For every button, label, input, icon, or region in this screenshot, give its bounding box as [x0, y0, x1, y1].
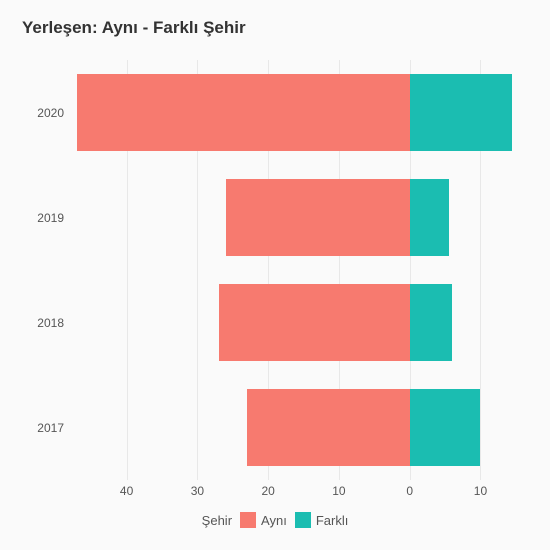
legend-label-left: Aynı [261, 513, 287, 528]
legend-item-left: Aynı [240, 512, 287, 528]
legend-swatch-left [240, 512, 256, 528]
y-axis-label-2020: 2020 [37, 106, 64, 120]
legend: Şehir Aynı Farklı [0, 512, 550, 528]
bar-left-2019 [226, 179, 410, 256]
legend-item-right: Farklı [295, 512, 349, 528]
x-axis-label: 30 [191, 484, 204, 498]
bar-right-2017 [410, 389, 481, 466]
x-axis-label: 40 [120, 484, 133, 498]
legend-swatch-right [295, 512, 311, 528]
bar-right-2019 [410, 179, 449, 256]
chart-title: Yerleşen: Aynı - Farklı Şehir [22, 18, 246, 38]
plot-area [70, 60, 530, 480]
x-axis-label: 10 [474, 484, 487, 498]
legend-title: Şehir [202, 513, 232, 528]
y-axis-label-2019: 2019 [37, 211, 64, 225]
bar-right-2018 [410, 284, 452, 361]
y-axis-label-2018: 2018 [37, 316, 64, 330]
bar-left-2017 [247, 389, 410, 466]
y-axis-label-2017: 2017 [37, 421, 64, 435]
x-axis-label: 10 [332, 484, 345, 498]
bar-left-2020 [77, 74, 410, 151]
x-axis-label: 20 [261, 484, 274, 498]
bar-right-2020 [410, 74, 513, 151]
bar-left-2018 [219, 284, 410, 361]
legend-label-right: Farklı [316, 513, 349, 528]
x-axis-label: 0 [406, 484, 413, 498]
